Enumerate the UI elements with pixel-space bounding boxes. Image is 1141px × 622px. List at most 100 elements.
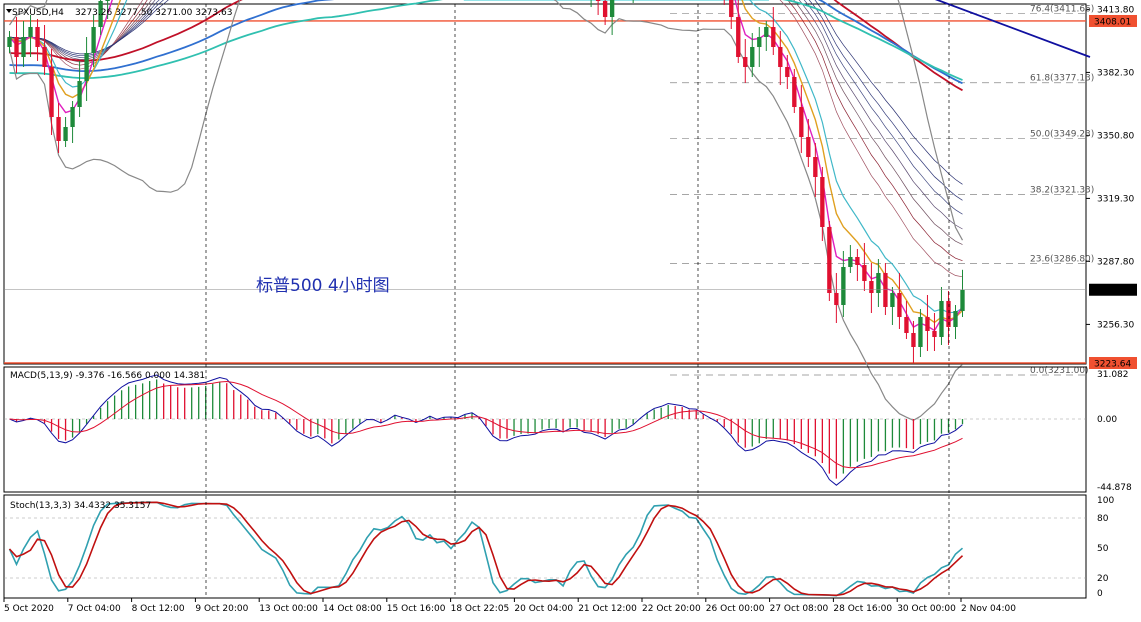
candle-body bbox=[602, 1, 608, 17]
time-tick-label: 21 Oct 12:00 bbox=[578, 604, 637, 614]
macd-line bbox=[9, 374, 963, 486]
ma-ribbon-line bbox=[9, 0, 963, 278]
macd-pane[interactable]: MACD(5,13,9) -9.376 -16.566 0.000 14.381… bbox=[3, 366, 1132, 493]
level-label-bg bbox=[1089, 357, 1137, 369]
time-tick-label: 13 Oct 00:00 bbox=[259, 604, 318, 614]
stoch-tick-80: 80 bbox=[1097, 514, 1109, 524]
collapse-arrow-icon[interactable] bbox=[6, 9, 12, 13]
level-label-bg bbox=[1089, 14, 1137, 27]
candle-body bbox=[35, 27, 40, 47]
consolidation-box bbox=[463, 0, 769, 1]
stoch-tick-50: 50 bbox=[1097, 544, 1109, 554]
candlestick-series bbox=[7, 0, 965, 363]
stochastic-pane[interactable]: Stoch(13,3,3) 34.4332 35.3157 100 80 50 … bbox=[3, 494, 1114, 599]
candle-body bbox=[49, 67, 54, 117]
time-tick-label: 20 Oct 04:00 bbox=[514, 604, 573, 614]
candle-body bbox=[841, 267, 846, 305]
stoch-tick-0: 0 bbox=[1097, 589, 1103, 599]
fib-label: 76.4(3411.66) bbox=[1030, 5, 1094, 15]
candle-body bbox=[750, 47, 755, 67]
fib-label: 50.0(3349.23) bbox=[1030, 130, 1094, 140]
fib-label: 61.8(3377.13) bbox=[1030, 74, 1094, 84]
bollinger-bands bbox=[8, 0, 964, 421]
time-tick-label: 14 Oct 08:00 bbox=[323, 604, 382, 614]
candle-body bbox=[609, 0, 615, 17]
time-tick-label: 15 Oct 16:00 bbox=[387, 604, 446, 614]
time-tick-label: 26 Oct 00:00 bbox=[706, 604, 765, 614]
fib-label: 38.2(3321.33) bbox=[1030, 185, 1094, 195]
time-tick-label: 9 Oct 20:00 bbox=[195, 604, 248, 614]
time-tick-label: 8 Oct 12:00 bbox=[132, 604, 185, 614]
price-axis: 3538.903507.103476.803445.203413.803382.… bbox=[1086, 5, 1137, 330]
candle-body bbox=[799, 107, 804, 137]
stoch-readout: Stoch(13,3,3) 34.4332 35.3157 bbox=[10, 501, 151, 511]
candle-body bbox=[736, 17, 741, 57]
ma-long-teal bbox=[9, 0, 963, 81]
price-tick-label: 3413.80 bbox=[1097, 5, 1134, 15]
candle-body bbox=[960, 289, 965, 311]
macd-signal-line bbox=[9, 380, 963, 469]
price-pane[interactable]: 3538.903507.103476.803445.203413.803382.… bbox=[3, 0, 1137, 421]
candle-body bbox=[77, 81, 82, 107]
candle-body bbox=[792, 77, 797, 107]
candle-body bbox=[806, 137, 811, 157]
price-tick-label: 3350.80 bbox=[1097, 131, 1134, 141]
macd-tick-top: 31.082 bbox=[1097, 370, 1129, 380]
fib-label: 23.6(3286.80) bbox=[1030, 254, 1094, 264]
candle-body bbox=[91, 27, 96, 53]
candle-body bbox=[42, 47, 47, 67]
candle-body bbox=[953, 311, 958, 327]
trendline[interactable] bbox=[239, 0, 1091, 58]
candle-body bbox=[70, 107, 75, 127]
candle-body bbox=[778, 47, 783, 67]
ma-cyan bbox=[9, 0, 963, 314]
candle-body bbox=[897, 293, 902, 317]
time-tick-label: 5 Oct 2020 bbox=[4, 604, 54, 614]
stoch-tick-20: 20 bbox=[1097, 574, 1109, 584]
candle-body bbox=[56, 117, 61, 141]
fib-label: 0.0(3231.00) bbox=[1030, 366, 1089, 376]
ma-ribbon-line bbox=[9, 0, 963, 262]
ma-long-red bbox=[9, 0, 963, 92]
time-tick-label: 7 Oct 04:00 bbox=[68, 604, 121, 614]
stoch-main-line bbox=[8, 501, 964, 597]
candle-body bbox=[764, 27, 769, 37]
ma-long-blue bbox=[9, 0, 963, 85]
candle-body bbox=[98, 1, 103, 27]
candle-body bbox=[925, 317, 930, 331]
candle-body bbox=[813, 157, 818, 177]
candle-body bbox=[757, 37, 762, 47]
current-price-bg bbox=[1089, 283, 1137, 296]
horizontal-levels bbox=[4, 20, 1086, 364]
candle-body bbox=[911, 333, 916, 347]
time-tick-label: 28 Oct 16:00 bbox=[833, 604, 892, 614]
candle-body bbox=[105, 0, 110, 1]
chart-annotation: 标普500 4小时图 bbox=[256, 276, 390, 296]
stoch-signal-line bbox=[8, 501, 964, 597]
candle-body bbox=[855, 257, 860, 265]
candle-body bbox=[729, 0, 734, 17]
moving-average-ribbon bbox=[8, 0, 964, 332]
candle-body bbox=[862, 265, 867, 281]
candle-body bbox=[63, 127, 68, 141]
candle-body bbox=[84, 53, 89, 81]
macd-readout: MACD(5,13,9) -9.376 -16.566 0.000 14.381 bbox=[10, 371, 205, 381]
candle-body bbox=[21, 37, 26, 57]
candle-body bbox=[939, 301, 944, 337]
candle-body bbox=[890, 293, 895, 307]
macd-tick-zero: 0.00 bbox=[1097, 415, 1117, 425]
candle-body bbox=[869, 281, 874, 293]
candle-body bbox=[834, 293, 839, 305]
period-separators bbox=[205, 4, 950, 598]
candle-body bbox=[827, 227, 832, 293]
time-tick-label: 22 Oct 20:00 bbox=[642, 604, 701, 614]
price-tick-label: 3382.30 bbox=[1097, 68, 1134, 78]
level-label: 3408.01 bbox=[1094, 17, 1131, 27]
ma-magenta bbox=[8, 0, 964, 332]
candle-body bbox=[743, 57, 748, 67]
candle-body bbox=[595, 0, 601, 1]
price-tick-label: 3319.30 bbox=[1097, 194, 1134, 204]
candle-body bbox=[785, 67, 790, 77]
ma-ribbon-line bbox=[9, 0, 963, 230]
